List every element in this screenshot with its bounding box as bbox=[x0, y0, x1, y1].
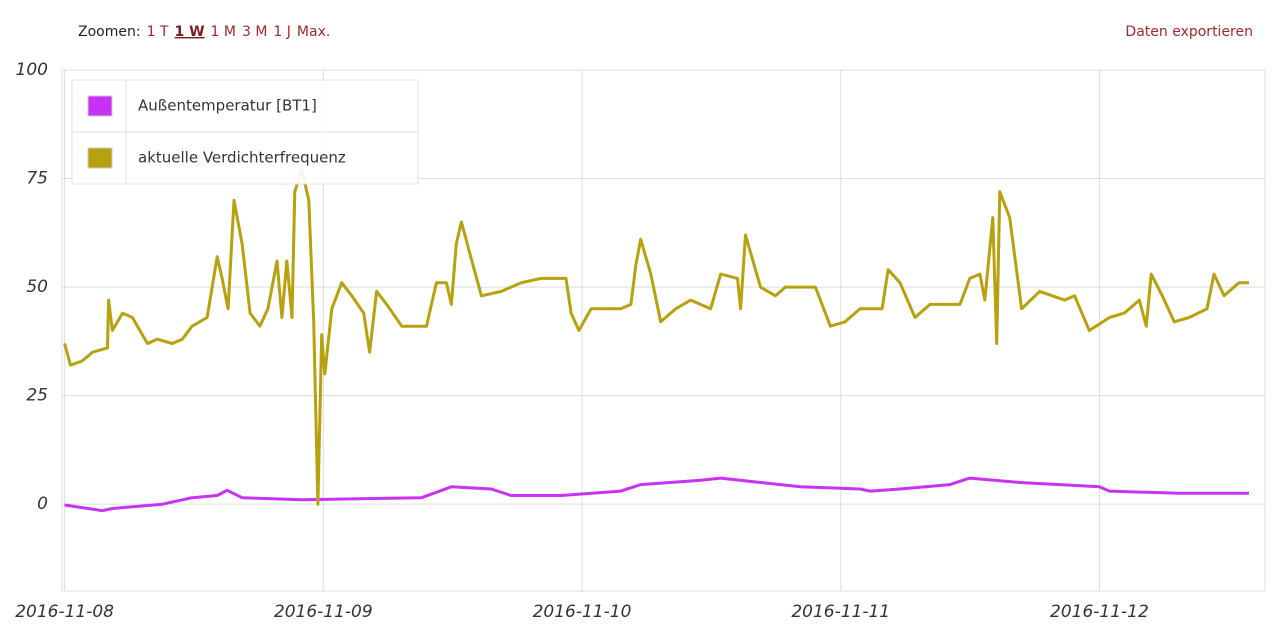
zoom-option[interactable]: 3 M bbox=[242, 24, 267, 40]
x-tick-label: 2016-11-10 bbox=[533, 602, 632, 622]
data-line bbox=[64, 476, 1249, 513]
x-tick-label: 2016-11-12 bbox=[1050, 602, 1149, 622]
y-tick-label: 75 bbox=[26, 169, 48, 189]
y-tick-label: 25 bbox=[26, 386, 48, 406]
legend-swatch bbox=[87, 147, 113, 169]
zoom-option[interactable]: 1 W bbox=[174, 24, 204, 40]
x-tick-label: 2016-11-09 bbox=[274, 602, 373, 622]
y-tick-label: 0 bbox=[37, 494, 48, 514]
legend-swatch bbox=[87, 95, 113, 117]
legend-label: aktuelle Verdichterfrequenz bbox=[138, 149, 346, 167]
zoom-option[interactable]: 1 J bbox=[273, 24, 291, 40]
x-tick-label: 2016-11-11 bbox=[791, 602, 890, 622]
zoom-option[interactable]: 1 M bbox=[211, 24, 236, 40]
y-tick-label: 50 bbox=[26, 277, 48, 297]
legend-label: Außentemperatur [BT1] bbox=[138, 97, 317, 115]
export-link[interactable]: Daten exportieren bbox=[1125, 24, 1253, 40]
data-line bbox=[63, 168, 1249, 506]
zoom-option[interactable]: 1 T bbox=[147, 24, 169, 40]
zoom-label: Zoomen: bbox=[78, 24, 141, 40]
zoom-option[interactable]: Max. bbox=[297, 24, 330, 40]
y-tick-label: 100 bbox=[16, 60, 48, 80]
x-tick-label: 2016-11-08 bbox=[15, 602, 114, 622]
